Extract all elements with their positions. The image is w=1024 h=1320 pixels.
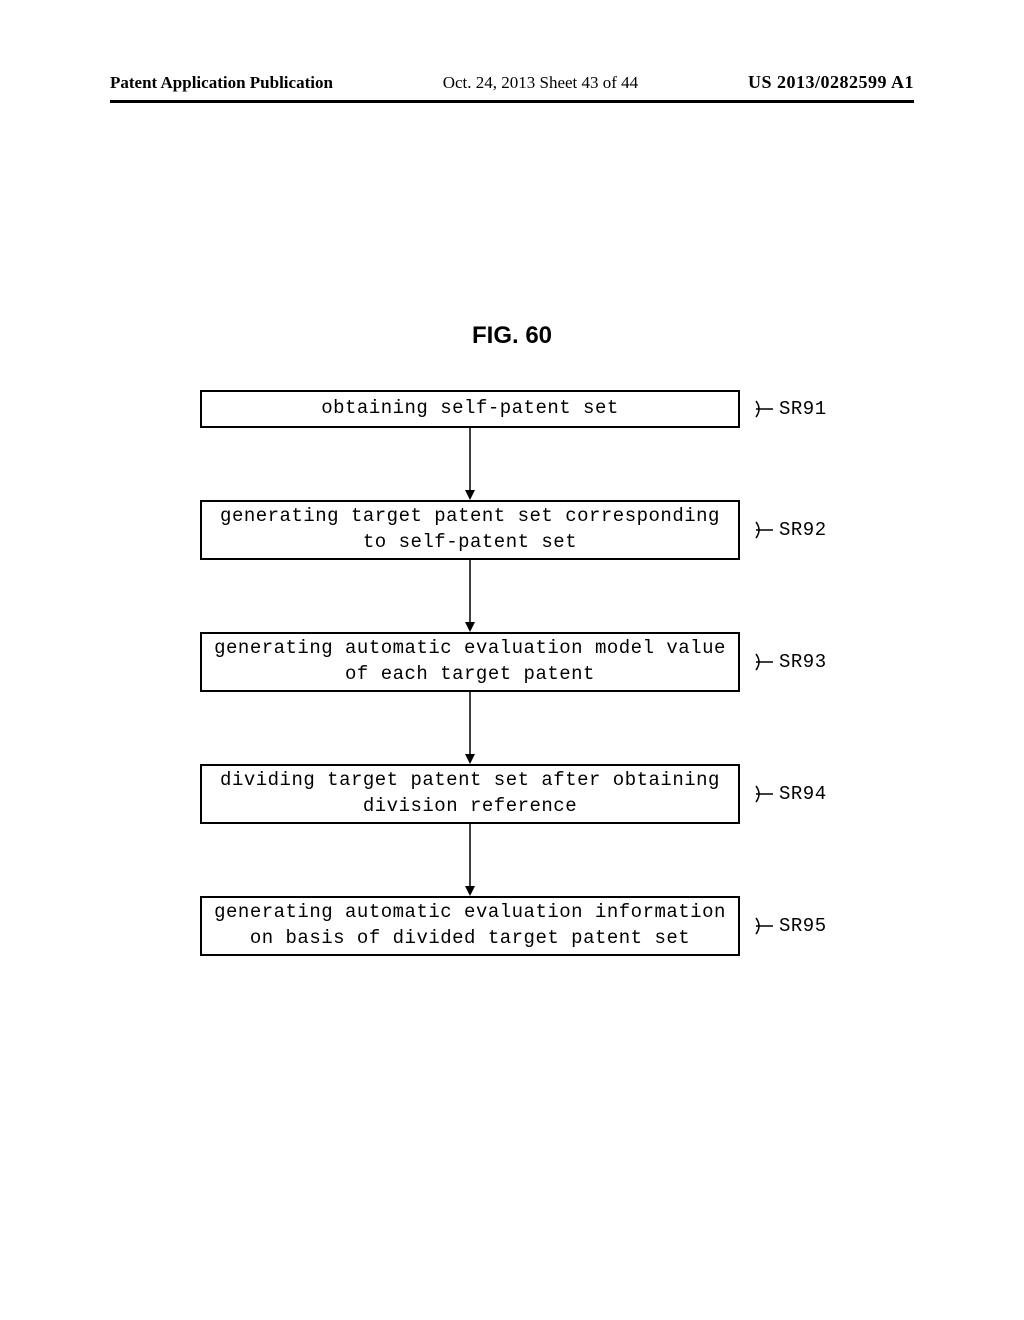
flow-box-text: generating automatic evaluation informat… xyxy=(212,900,728,951)
flow-step-id: SR95 xyxy=(779,915,827,937)
flow-step-id: SR91 xyxy=(779,398,827,420)
label-connector-icon xyxy=(755,916,777,936)
page-root: Patent Application Publication Oct. 24, … xyxy=(0,0,1024,1320)
flow-step-label: SR92 xyxy=(755,519,827,541)
flow-step-sr91: obtaining self-patent set SR91 xyxy=(200,390,840,428)
flow-step-sr94: dividing target patent set after obtaini… xyxy=(200,764,840,824)
flow-box: generating target patent set correspondi… xyxy=(200,500,740,560)
label-connector-icon xyxy=(755,399,777,419)
header-center-text: Oct. 24, 2013 Sheet 43 of 44 xyxy=(443,73,638,93)
flow-step-sr95: generating automatic evaluation informat… xyxy=(200,896,840,956)
flow-box-text: obtaining self-patent set xyxy=(321,396,619,422)
header-left-text: Patent Application Publication xyxy=(110,73,333,93)
flowchart-container: obtaining self-patent set SR91 generatin… xyxy=(200,390,840,956)
flow-step-sr92: generating target patent set correspondi… xyxy=(200,500,840,560)
flow-step-sr93: generating automatic evaluation model va… xyxy=(200,632,840,692)
flow-box-text: generating target patent set correspondi… xyxy=(212,504,728,555)
flow-box: obtaining self-patent set xyxy=(200,390,740,428)
header-divider xyxy=(110,100,914,103)
flow-arrow xyxy=(200,428,740,500)
flow-step-label: SR93 xyxy=(755,651,827,673)
flow-step-label: SR94 xyxy=(755,783,827,805)
flow-step-id: SR94 xyxy=(779,783,827,805)
flow-box: generating automatic evaluation informat… xyxy=(200,896,740,956)
flow-step-id: SR92 xyxy=(779,519,827,541)
flow-step-label: SR95 xyxy=(755,915,827,937)
flow-box: dividing target patent set after obtaini… xyxy=(200,764,740,824)
flow-step-label: SR91 xyxy=(755,398,827,420)
label-connector-icon xyxy=(755,784,777,804)
label-connector-icon xyxy=(755,652,777,672)
flow-box-text: generating automatic evaluation model va… xyxy=(212,636,728,687)
flow-arrow xyxy=(200,692,740,764)
flow-box: generating automatic evaluation model va… xyxy=(200,632,740,692)
label-connector-icon xyxy=(755,520,777,540)
flow-arrow xyxy=(200,824,740,896)
page-header: Patent Application Publication Oct. 24, … xyxy=(0,72,1024,93)
flow-step-id: SR93 xyxy=(779,651,827,673)
flow-arrow xyxy=(200,560,740,632)
flow-box-text: dividing target patent set after obtaini… xyxy=(212,768,728,819)
header-right-text: US 2013/0282599 A1 xyxy=(748,72,914,93)
figure-title: FIG. 60 xyxy=(0,322,1024,350)
